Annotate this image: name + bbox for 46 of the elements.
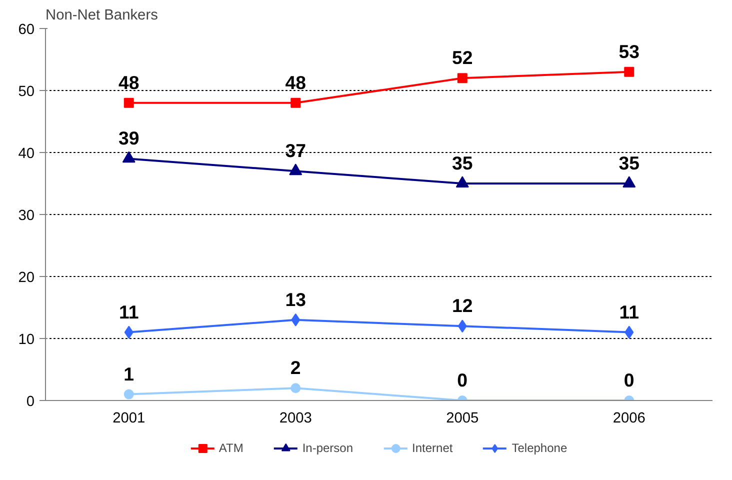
legend-label: Telephone (512, 440, 568, 454)
y-tick-label: 0 (26, 394, 35, 410)
point (124, 326, 134, 339)
data-label: 52 (452, 47, 473, 68)
data-label: 37 (285, 140, 306, 162)
point (290, 98, 301, 108)
point (458, 320, 467, 333)
y-axis-title: Non-Net Bankers (46, 8, 158, 24)
data-label: 12 (452, 295, 473, 316)
data-label: 35 (618, 152, 640, 174)
y-tick-label: 40 (18, 146, 35, 162)
x-tick-label: 2001 (112, 410, 146, 426)
legend-label: In-person (302, 440, 354, 454)
point (290, 383, 301, 394)
y-tick-label: 50 (18, 84, 35, 100)
point (291, 313, 300, 326)
point (624, 66, 634, 77)
y-tick-label: 10 (18, 332, 35, 348)
data-label: 11 (619, 301, 639, 322)
y-tick-label: 60 (18, 22, 35, 38)
point (124, 389, 134, 400)
point (624, 326, 634, 339)
x-tick-label: 2003 (279, 410, 312, 426)
data-label: 11 (119, 301, 139, 322)
legend-label: Internet (412, 440, 453, 454)
data-label: 0 (624, 370, 634, 390)
point (122, 151, 136, 163)
point (457, 73, 468, 84)
point (289, 164, 302, 176)
data-label: 48 (118, 72, 140, 93)
data-label: 0 (457, 370, 468, 390)
data-label: 35 (452, 152, 473, 174)
point (456, 176, 469, 188)
data-label: 39 (118, 128, 140, 149)
data-label: 48 (285, 72, 306, 93)
point (124, 98, 134, 108)
data-label: 13 (285, 288, 306, 310)
data-label: 1 (124, 363, 134, 384)
y-tick-label: 30 (18, 208, 35, 224)
x-tick-label: 2005 (446, 410, 479, 426)
point (622, 176, 636, 188)
data-label: 53 (618, 40, 640, 62)
data-label: 2 (290, 357, 301, 378)
legend-label: ATM (218, 440, 244, 454)
y-tick-label: 20 (18, 270, 35, 286)
x-tick-label: 2006 (612, 410, 646, 426)
